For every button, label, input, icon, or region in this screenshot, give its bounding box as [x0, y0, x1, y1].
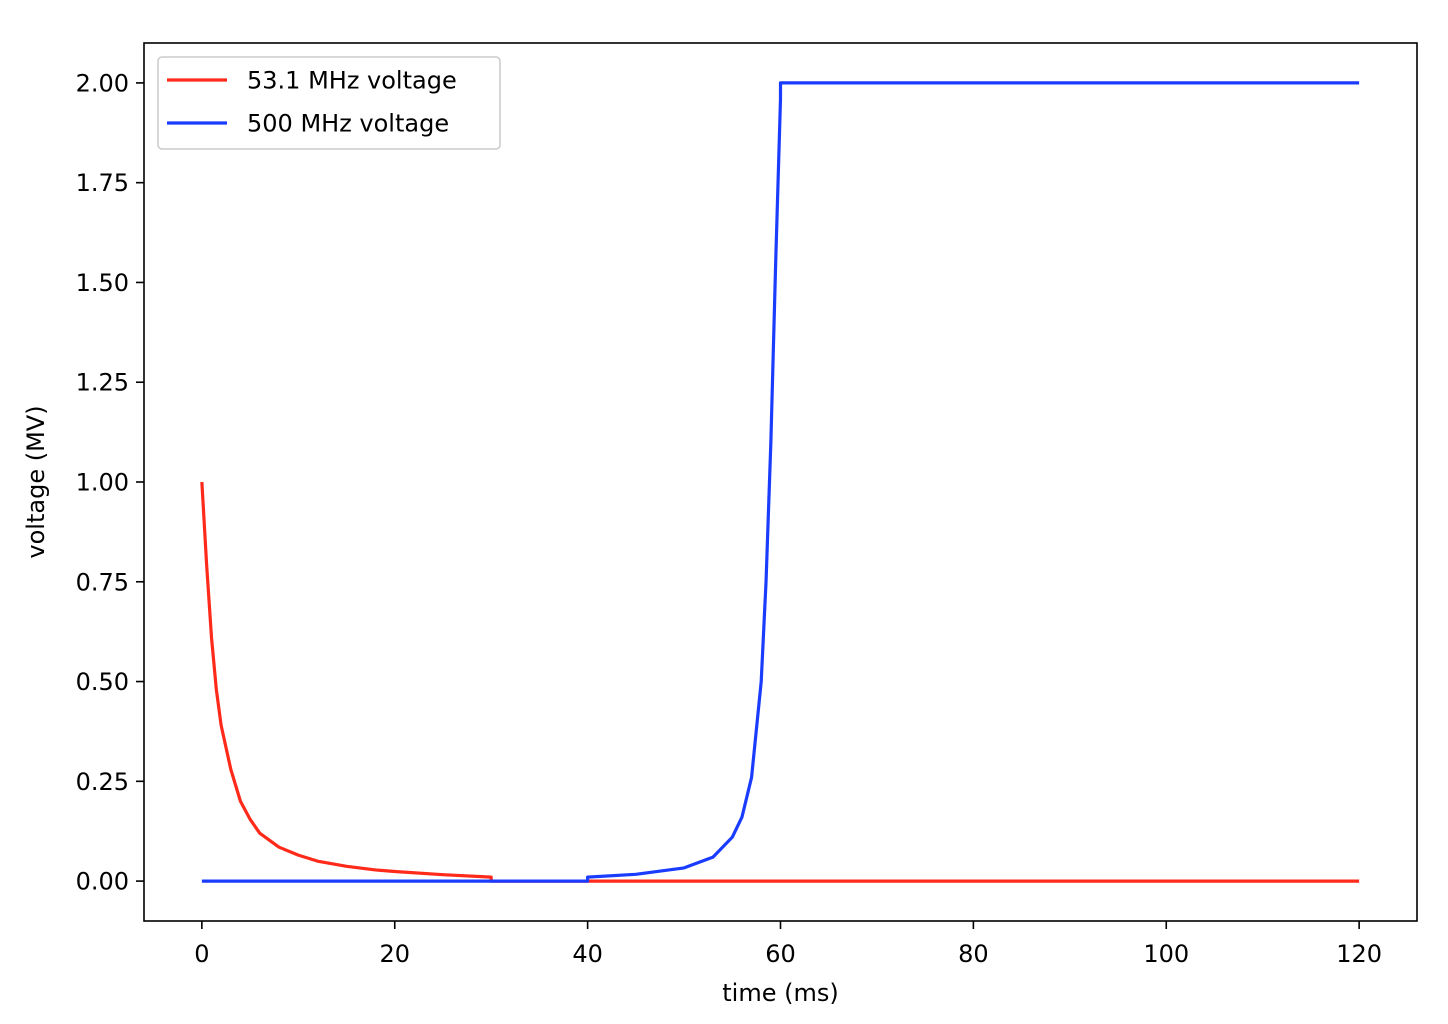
y-tick-label: 1.50	[76, 269, 129, 297]
x-tick-label: 100	[1143, 940, 1189, 968]
y-tick-label: 1.00	[76, 469, 129, 497]
series-line-1	[200, 481, 1360, 883]
legend-entry-label: 500 MHz voltage	[247, 110, 449, 138]
x-tick-label: 40	[572, 940, 603, 968]
y-tick-label: 0.50	[76, 668, 129, 696]
y-tick-label: 1.25	[76, 369, 129, 397]
y-axis-ticks: 0.00 0.25 0.50 0.75 1.00 1.25 1.50 1.75 2.00	[76, 69, 144, 896]
legend-box	[157, 56, 501, 150]
y-tick-label: 0.00	[76, 868, 129, 896]
x-axis-ticks: 0 20 40 60 80 100 120	[194, 921, 1382, 968]
x-tick-label: 120	[1336, 940, 1382, 968]
x-tick-label: 20	[379, 940, 410, 968]
x-tick-label: 80	[958, 940, 989, 968]
legend: 53.1 MHz voltage 500 MHz voltage	[157, 56, 501, 150]
x-axis-label: time (ms)	[722, 979, 838, 1007]
y-axis-label: voltage (MV)	[22, 405, 50, 558]
y-tick-label: 1.75	[76, 169, 129, 197]
legend-entry-label: 53.1 MHz voltage	[247, 67, 457, 95]
y-tick-label: 2.00	[76, 69, 129, 97]
x-tick-label: 60	[765, 940, 796, 968]
y-tick-label: 0.75	[76, 568, 129, 596]
series-layer	[200, 81, 1360, 883]
x-tick-label: 0	[194, 940, 209, 968]
series-line-2	[201, 81, 1360, 883]
y-tick-label: 0.25	[76, 768, 129, 796]
